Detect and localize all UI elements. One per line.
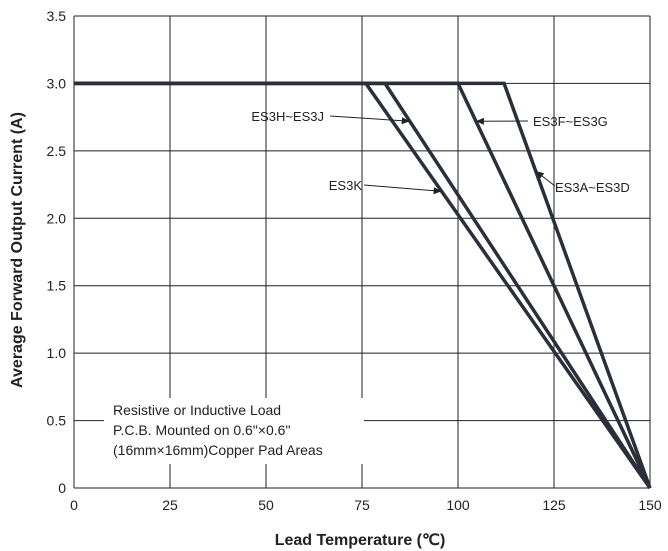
y-axis-title: Average Forward Output Current (A) [9,112,26,388]
x-tick-label: 100 [446,497,470,513]
tick-labels: 0 25 50 75 100 125 150 0 0.5 1.0 1.5 2.0 2.5 3.0 3.5 [47,8,662,513]
series-label: ES3F~ES3G [533,114,608,129]
series-leader-line [329,115,410,122]
series-line-es3k [74,81,652,490]
x-tick-label: 0 [70,497,78,513]
x-tick-label: 50 [258,497,274,513]
series-lines [74,81,652,490]
x-tick-label: 25 [162,497,178,513]
y-tick-label: 1.5 [47,278,67,294]
y-tick-label: 1.0 [47,345,67,361]
annotation-line-3: (16mm×16mm)Copper Pad Areas [113,442,323,458]
y-tick-label: 2.5 [47,143,67,159]
annotation-background [104,398,364,464]
series-labels: ES3A~ES3D ES3F~ES3G ES3H~ES3J ES3K [251,109,629,195]
series-label: ES3A~ES3D [555,180,630,195]
y-tick-label: 0 [58,480,66,496]
x-tick-label: 75 [354,497,370,513]
x-axis-title: Lead Temperature (℃) [275,532,446,549]
y-tick-label: 3.5 [47,8,67,24]
series-label: ES3H~ES3J [251,109,324,124]
annotation-line-1: Resistive or Inductive Load [113,402,281,418]
series-arrow-head [433,187,442,195]
series-arrow-head [535,171,545,179]
series-arrow-head [475,117,484,125]
y-tick-label: 3.0 [47,75,67,91]
x-tick-label: 125 [542,497,566,513]
series-leader-line [363,184,442,192]
annotation-line-2: P.C.B. Mounted on 0.6"×0.6" [113,422,290,438]
series-label: ES3K [329,178,363,193]
y-tick-label: 0.5 [47,413,67,429]
series-arrow-head [401,117,410,125]
y-tick-label: 2.0 [47,210,67,226]
annotation-box: Resistive or Inductive Load P.C.B. Mount… [104,398,364,464]
x-tick-label: 150 [638,497,662,513]
